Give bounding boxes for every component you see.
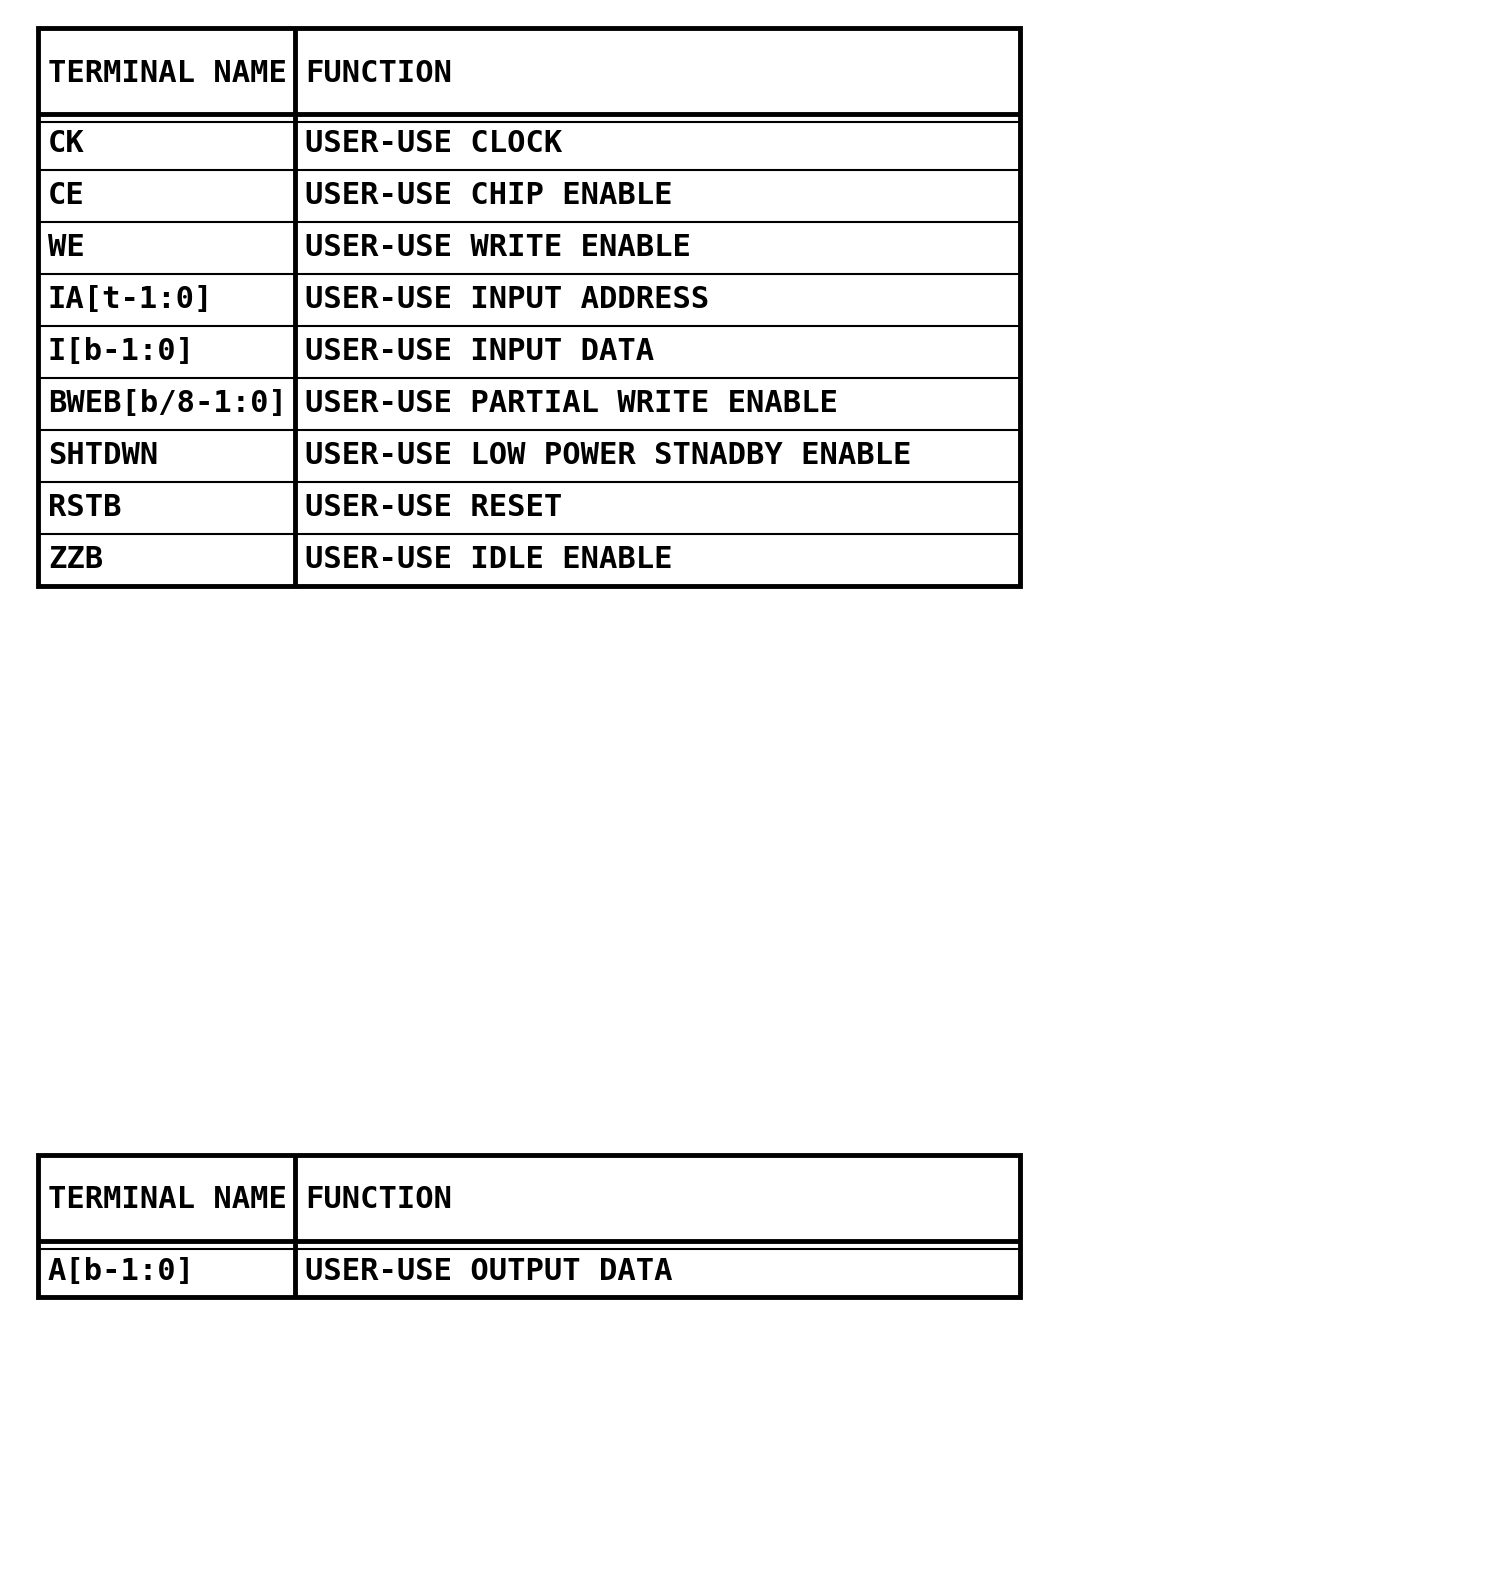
Text: BWEB[b/8-1:0]: BWEB[b/8-1:0] <box>48 390 287 418</box>
Bar <box>37 1155 1020 1297</box>
Text: SHTDWN: SHTDWN <box>48 442 158 470</box>
Text: USER-USE OUTPUT DATA: USER-USE OUTPUT DATA <box>305 1256 673 1286</box>
Text: USER-USE CLOCK: USER-USE CLOCK <box>305 130 562 158</box>
Text: CK: CK <box>48 130 85 158</box>
Text: TERMINAL NAME: TERMINAL NAME <box>48 59 287 87</box>
Text: A[b-1:0]: A[b-1:0] <box>48 1256 194 1286</box>
Text: ZZB: ZZB <box>48 545 103 575</box>
Text: USER-USE PARTIAL WRITE ENABLE: USER-USE PARTIAL WRITE ENABLE <box>305 390 837 418</box>
Text: USER-USE RESET: USER-USE RESET <box>305 494 562 523</box>
Text: CE: CE <box>48 182 85 211</box>
Text: USER-USE IDLE ENABLE: USER-USE IDLE ENABLE <box>305 545 673 575</box>
Text: IA[t-1:0]: IA[t-1:0] <box>48 285 214 315</box>
Text: RSTB: RSTB <box>48 494 121 523</box>
Text: USER-USE INPUT DATA: USER-USE INPUT DATA <box>305 337 655 366</box>
Text: USER-USE CHIP ENABLE: USER-USE CHIP ENABLE <box>305 182 673 211</box>
Text: USER-USE LOW POWER STNADBY ENABLE: USER-USE LOW POWER STNADBY ENABLE <box>305 442 912 470</box>
Text: TERMINAL NAME: TERMINAL NAME <box>48 1185 287 1215</box>
Text: WE: WE <box>48 233 85 263</box>
Text: FUNCTION: FUNCTION <box>305 1185 451 1215</box>
Text: I[b-1:0]: I[b-1:0] <box>48 337 194 366</box>
Text: USER-USE INPUT ADDRESS: USER-USE INPUT ADDRESS <box>305 285 709 315</box>
Bar <box>37 29 1020 586</box>
Text: USER-USE WRITE ENABLE: USER-USE WRITE ENABLE <box>305 233 691 263</box>
Text: FUNCTION: FUNCTION <box>305 59 451 87</box>
